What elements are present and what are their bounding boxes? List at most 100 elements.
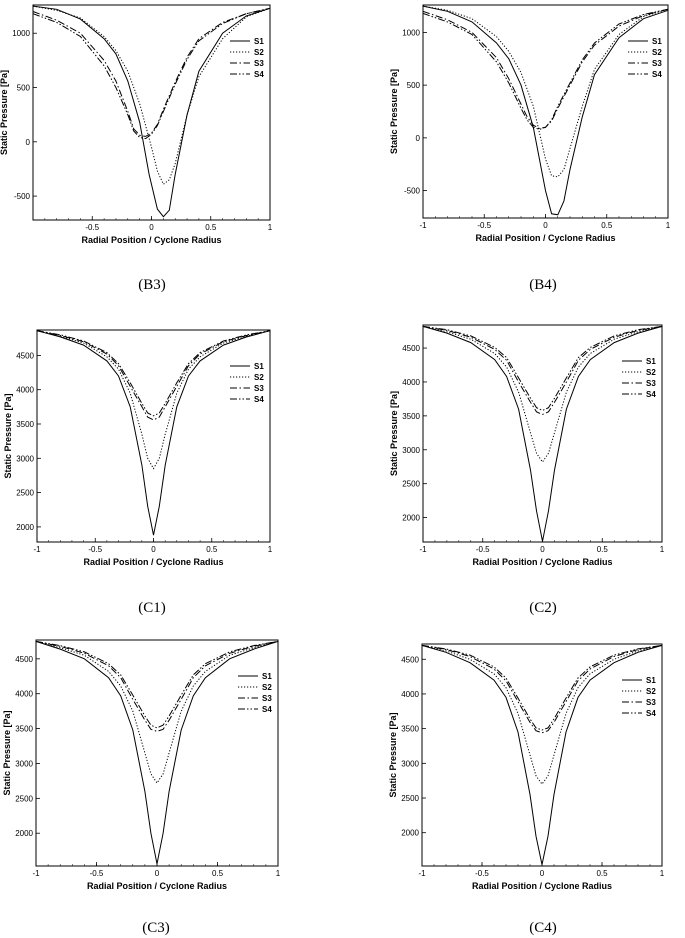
y-tick-label: -500 (14, 192, 31, 201)
legend-label: S2 (652, 48, 662, 57)
chart-panel-3: -1 -0.5 0 0.5 1 2000 2500 3000 3500 4000 4500 Radia… (3, 329, 273, 616)
x-axis-label: Radial Position / Cyclone Radius (83, 557, 223, 567)
x-tick-label: -0.5 (477, 221, 491, 230)
x-tick-label: 0 (149, 223, 154, 232)
series-line-s3 (422, 325, 663, 416)
series-line-s4 (35, 640, 279, 729)
plot-frame (421, 643, 663, 867)
y-axis-label: Static Pressure [Pa] (2, 710, 12, 795)
y-tick-label: 4500 (15, 655, 33, 664)
y-tick-label: 4500 (16, 351, 34, 360)
y-tick-label: 2500 (402, 480, 420, 489)
y-tick-label: 4000 (16, 386, 34, 395)
panel-caption: (C3) (142, 920, 170, 936)
y-axis-label: Static Pressure [Pa] (0, 70, 9, 155)
y-tick-label: 2500 (401, 794, 419, 803)
x-tick-label: -0.5 (476, 545, 490, 554)
series-line-s1 (422, 5, 669, 216)
plot-frame (422, 324, 663, 543)
y-tick-label: 4000 (15, 690, 33, 699)
legend-label: S4 (262, 705, 272, 714)
x-tick-label: 0 (151, 545, 156, 554)
series-line-s1 (32, 5, 271, 218)
panel-caption: (C4) (529, 920, 557, 936)
y-tick-label: 3000 (401, 759, 419, 768)
y-axis-label: Static Pressure [Pa] (389, 69, 399, 154)
y-tick-label: 2500 (15, 794, 33, 803)
series-line-s2 (35, 640, 279, 784)
x-tick-label: -1 (418, 869, 426, 878)
x-tick-label: 0 (155, 869, 160, 878)
y-tick-label: 2500 (16, 489, 34, 498)
series-line-s2 (422, 5, 669, 178)
y-tick-label: 3500 (402, 412, 420, 421)
y-tick-label: 2000 (16, 523, 34, 532)
legend-label: S3 (254, 59, 264, 68)
panel-caption: (B4) (529, 277, 557, 293)
plot-frame (35, 639, 279, 867)
y-tick-label: 2000 (401, 829, 419, 838)
x-tick-label: 0 (543, 221, 548, 230)
legend-label: S4 (646, 390, 656, 399)
x-tick-label: -0.5 (85, 223, 99, 232)
legend-label: S2 (262, 683, 272, 692)
y-tick-label: 2000 (15, 829, 33, 838)
y-axis-label: Static Pressure [Pa] (389, 391, 399, 476)
series-line-s4 (36, 330, 271, 417)
y-tick-label: -500 (404, 187, 421, 196)
legend-label: S3 (254, 384, 264, 393)
legend-label: S2 (254, 48, 264, 57)
y-tick-label: 3000 (15, 759, 33, 768)
legend-label: S2 (254, 373, 264, 382)
x-tick-label: 0.5 (206, 545, 218, 554)
legend-label: S4 (254, 70, 264, 79)
x-tick-label: 0.5 (212, 869, 224, 878)
legend-label: S3 (262, 694, 272, 703)
y-tick-label: 1000 (12, 29, 30, 38)
legend-label: S4 (646, 709, 656, 718)
x-tick-label: -1 (32, 869, 40, 878)
y-tick-label: 4500 (402, 344, 420, 353)
panel-caption: (C1) (138, 600, 166, 616)
legend-label: S4 (652, 70, 662, 79)
y-tick-label: 1000 (402, 28, 420, 37)
series-line-s1 (36, 330, 271, 536)
y-tick-label: 4500 (401, 655, 419, 664)
y-tick-label: 0 (26, 138, 31, 147)
x-tick-label: 1 (666, 221, 671, 230)
y-tick-label: 4000 (401, 690, 419, 699)
series-line-s3 (421, 644, 663, 734)
y-tick-label: 3500 (401, 725, 419, 734)
legend-label: S4 (254, 395, 264, 404)
x-tick-label: -1 (419, 545, 427, 554)
series-line-s2 (36, 330, 271, 470)
legend-label: S3 (652, 59, 662, 68)
x-tick-label: 0.5 (597, 545, 609, 554)
legend-label: S1 (646, 357, 656, 366)
x-tick-label: 1 (660, 869, 665, 878)
legend-label: S1 (652, 37, 662, 46)
x-tick-label: -1 (419, 221, 427, 230)
legend-label: S2 (646, 368, 656, 377)
legend-label: S1 (254, 362, 264, 371)
y-tick-label: 500 (407, 81, 421, 90)
x-tick-label: -0.5 (475, 869, 489, 878)
legend-label: S1 (262, 672, 272, 681)
series-line-s4 (422, 325, 663, 411)
panel-caption: (B3) (138, 277, 166, 293)
x-tick-label: 0 (540, 869, 545, 878)
series-line-s1 (421, 644, 663, 865)
x-tick-label: 0.5 (601, 221, 613, 230)
y-tick-label: 3000 (16, 454, 34, 463)
series-line-s2 (421, 644, 663, 785)
chart-panel-2: -1 -0.5 0 0.5 1 -500 0 500 1000 Radial Position /… (389, 4, 671, 293)
legend-label: S3 (646, 379, 656, 388)
series-line-s3 (36, 330, 271, 421)
x-axis-label: Radial Position / Cyclone Radius (87, 881, 227, 891)
series-line-s4 (421, 644, 663, 731)
series-line-s3 (32, 7, 271, 137)
x-axis-label: Radial Position / Cyclone Radius (472, 881, 612, 891)
x-tick-label: -0.5 (90, 869, 104, 878)
series-line-s1 (422, 325, 663, 542)
